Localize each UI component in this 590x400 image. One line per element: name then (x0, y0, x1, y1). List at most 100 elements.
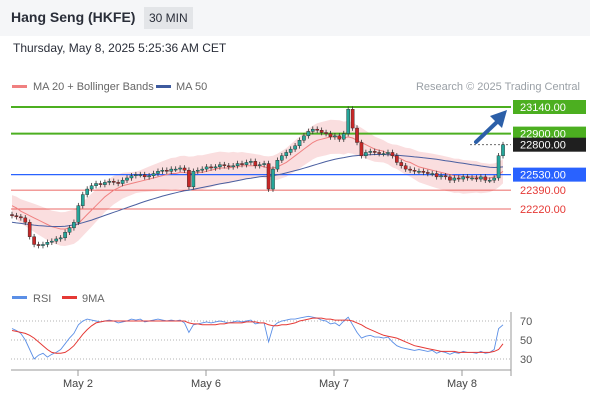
candle-body (235, 163, 240, 166)
x-tick-label: May 2 (63, 378, 93, 390)
candle-body (213, 166, 218, 169)
candle-body (45, 242, 50, 245)
ma9-legend-swatch (62, 296, 77, 299)
candle-body (19, 216, 23, 219)
candle-body (341, 133, 346, 140)
bollinger-band (12, 119, 503, 246)
candle-body (257, 164, 262, 166)
candle-body (204, 166, 209, 170)
timeframe-badge[interactable]: 30 MIN (144, 7, 193, 29)
arrow-head (490, 110, 507, 128)
candle-body (178, 167, 182, 170)
candle-body (103, 182, 107, 185)
candle-body (368, 151, 373, 153)
candle-body (10, 214, 14, 216)
candle-body (200, 168, 205, 171)
rsi-tick-70: 70 (520, 316, 532, 328)
candle-body (262, 163, 266, 165)
candle-body (80, 194, 85, 206)
candle-body (41, 244, 45, 246)
candle-body (465, 176, 470, 179)
candle-body (32, 236, 36, 245)
ma20-legend-swatch (12, 85, 27, 88)
candle-body (461, 176, 465, 180)
candle-body (408, 168, 412, 171)
candle-body (111, 181, 116, 183)
candle-body (434, 173, 439, 178)
candle-body (302, 135, 306, 141)
candle-body (271, 168, 275, 190)
level-box-22900.00 (513, 126, 586, 141)
bollinger-band-area (12, 119, 503, 246)
candle-body (328, 133, 333, 138)
candle-body (421, 171, 426, 173)
candle-body (151, 173, 156, 176)
candle-body (249, 161, 253, 163)
candle-body (107, 181, 112, 183)
candle-body (417, 171, 421, 173)
candle-body (98, 183, 103, 185)
candles (10, 106, 505, 249)
candle-body (359, 142, 364, 156)
candle-body (395, 155, 399, 163)
candle-body (470, 177, 474, 180)
candle-body (72, 222, 76, 229)
chart-title: Hang Seng (HKFE) (11, 9, 136, 25)
candle-body (439, 175, 443, 178)
x-tick-label: May 8 (447, 378, 477, 390)
rsi-ma9-line (11, 317, 504, 354)
candle-body (333, 135, 337, 138)
candle-body (165, 169, 169, 172)
candle-body (390, 152, 395, 156)
candle-body (85, 188, 89, 195)
candle-body (169, 168, 174, 172)
candle-body (381, 153, 386, 155)
candle-body (94, 183, 98, 186)
candle-body (496, 155, 501, 179)
candle-body (253, 161, 258, 166)
candle-body (372, 151, 377, 153)
candle-body (222, 164, 227, 166)
candle-body (125, 177, 129, 181)
candle-body (315, 128, 320, 131)
x-axis-ticks: May 2 May 6 May 7 May 8 (63, 370, 477, 390)
candle-body (209, 166, 213, 169)
ma9-legend-label: 9MA (82, 293, 105, 305)
candle-body (275, 160, 280, 170)
level-label-22530.00: 22530.00 (520, 170, 566, 182)
candle-body (142, 174, 147, 178)
candle-body (226, 165, 231, 168)
candle-body (306, 131, 311, 137)
watermark: Research © 2025 Trading Central (416, 81, 580, 93)
candle-body (266, 163, 271, 190)
candle-body (355, 127, 359, 143)
ma20-legend-label: MA 20 + Bollinger Bands (33, 81, 154, 93)
candle-body (36, 244, 41, 246)
candle-body (337, 135, 342, 140)
candle-body (293, 145, 297, 150)
rsi-tick-30: 30 (520, 354, 532, 366)
candle-body (147, 175, 151, 178)
candle-body (399, 162, 404, 166)
ma50-legend-label: MA 50 (176, 81, 207, 93)
candle-body (452, 177, 457, 181)
candle-body (89, 185, 94, 190)
candle-body (377, 152, 381, 154)
candle-body (456, 177, 461, 180)
candle-body (218, 164, 222, 168)
candle-body (182, 167, 187, 171)
level-box-22800.00 (513, 137, 586, 152)
candle-body (284, 152, 289, 156)
candle-body (310, 128, 315, 132)
candle-body (14, 215, 19, 217)
candle-body (448, 176, 452, 181)
candle-body (120, 179, 125, 184)
candle-body (386, 152, 390, 154)
x-tick-label: May 6 (191, 378, 221, 390)
candle-body (58, 237, 63, 240)
candle-body (487, 179, 492, 182)
arrow-shaft (474, 120, 499, 144)
candle-body (231, 165, 235, 168)
